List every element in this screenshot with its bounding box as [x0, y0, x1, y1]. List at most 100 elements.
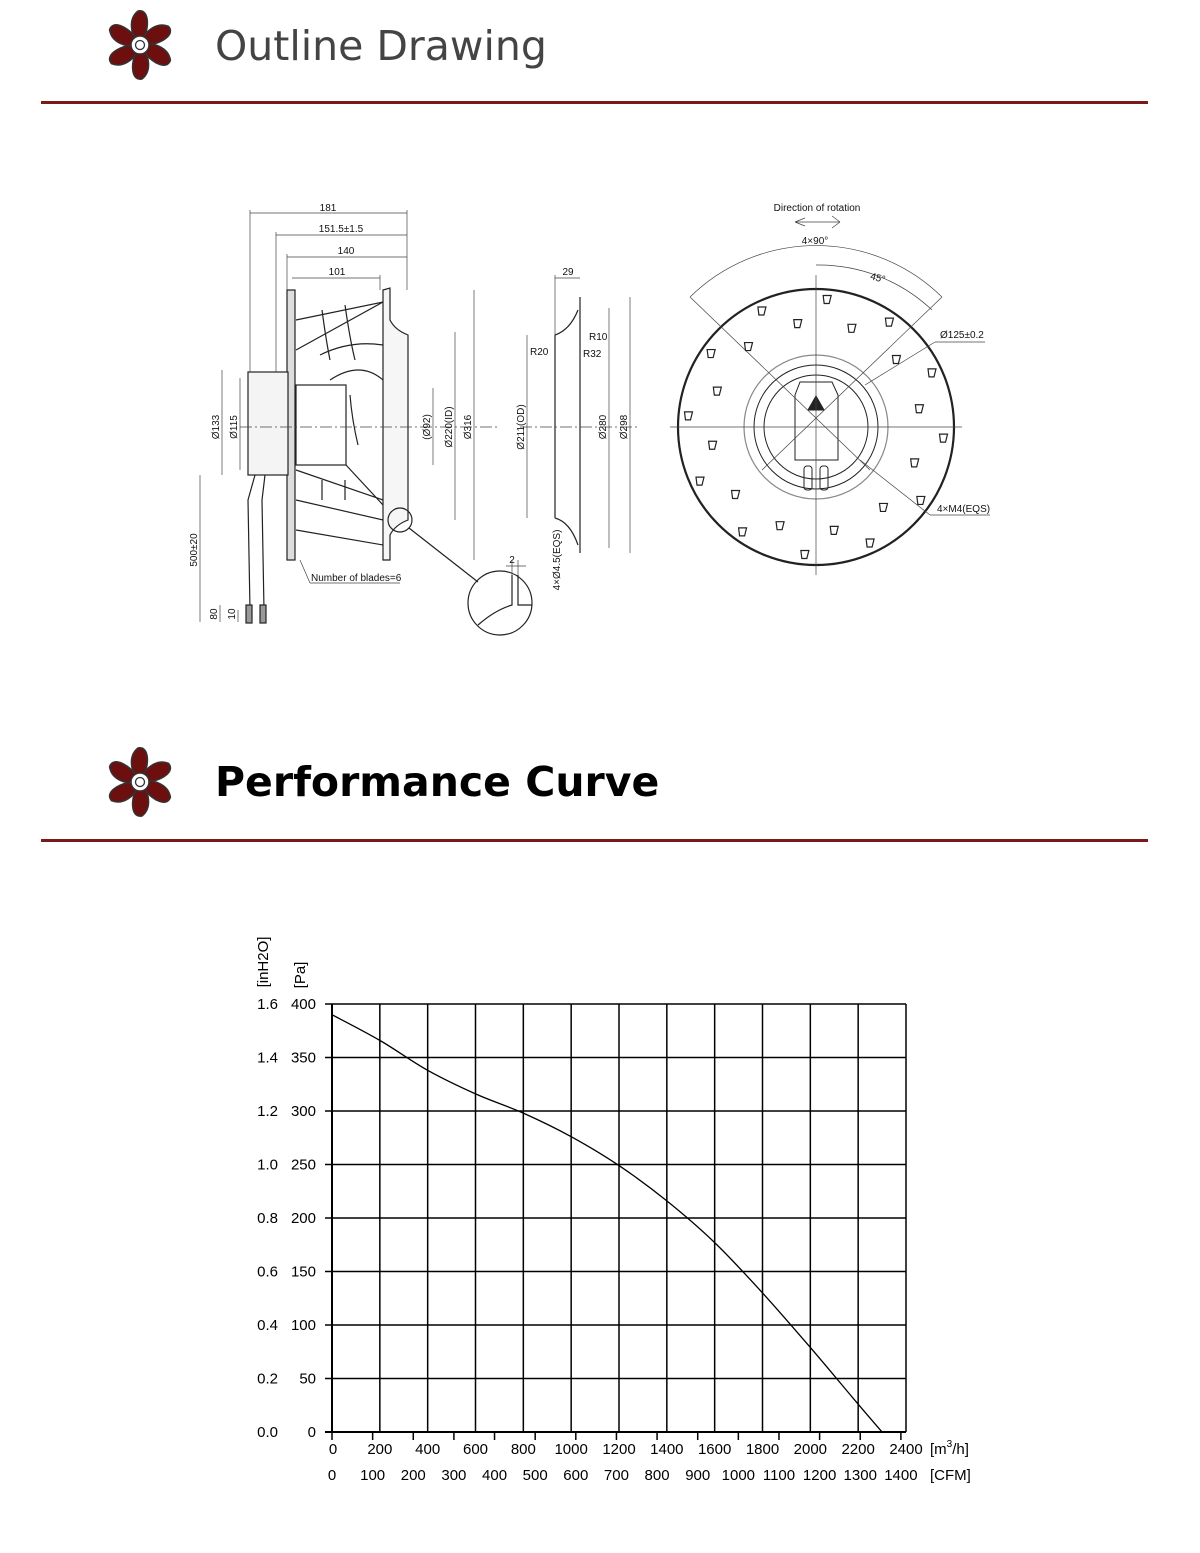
x2-tick-label: 700: [604, 1467, 629, 1484]
dim-2: 2: [509, 555, 515, 566]
vent-hole-mark: [865, 538, 875, 548]
y-tick-label: 0: [308, 1424, 316, 1441]
rotation-direction-label: Direction of rotation: [774, 203, 861, 214]
x-tick-label: 2000: [794, 1441, 827, 1458]
x-tick-label: 0: [329, 1441, 337, 1458]
mounting-holes-label: 4×Ø4.5(EQS): [552, 530, 563, 591]
dim-220: Ø220(ID): [444, 406, 455, 447]
x2-unit-label: [CFM]: [930, 1467, 971, 1484]
dim-298: Ø298: [619, 414, 630, 439]
performance-curve: [331, 1014, 883, 1433]
vent-hole-mark: [916, 495, 926, 506]
chart-ticks: 0 200 400 600 800 1000 1200 1400 1600 1800 2000 220…: [257, 996, 923, 1484]
y2-tick-label: 0.4: [257, 1317, 278, 1334]
y-tick-label: 150: [291, 1264, 316, 1281]
dim-115: Ø115: [229, 415, 240, 439]
y-tick-label: 400: [291, 996, 316, 1013]
blade-count-label: Number of blades=6: [311, 573, 402, 584]
y-tick-label: 100: [291, 1317, 316, 1334]
x2-tick-label: 0: [328, 1467, 336, 1484]
dim-125: Ø125±0.2: [940, 330, 984, 341]
dim-140: 140: [338, 246, 355, 257]
vent-hole-mark: [706, 348, 716, 359]
dim-181: 181: [320, 203, 337, 214]
y-tick-label: 200: [291, 1210, 316, 1227]
y2-unit-label: [inH2O]: [255, 937, 272, 988]
radius-r10: R10: [589, 332, 608, 343]
vent-hole-mark: [683, 411, 694, 421]
x2-tick-label: 300: [441, 1467, 466, 1484]
y-unit-label: [Pa]: [292, 962, 309, 989]
x-tick-label: 400: [415, 1441, 440, 1458]
y2-tick-label: 1.4: [257, 1050, 278, 1067]
vent-hole-mark: [938, 433, 949, 443]
vent-hole-mark: [909, 458, 920, 468]
vent-hole-mark: [695, 476, 705, 486]
vent-hole-mark: [757, 306, 767, 316]
x2-tick-label: 1100: [763, 1467, 795, 1484]
section-title-performance: Performance Curve: [215, 758, 660, 806]
screws-label: 4×M4(EQS): [937, 504, 990, 515]
x2-tick-label: 200: [401, 1467, 426, 1484]
dim-211: Ø211(OD): [516, 404, 527, 449]
y-tick-label: 300: [291, 1103, 316, 1120]
outline-drawing: 181 151.5±1.5 140 101 Ø133 Ø115 (Ø92) Ø2…: [189, 203, 990, 636]
vent-hole-mark: [800, 549, 810, 560]
x-tick-label: 2400: [889, 1441, 922, 1458]
x2-tick-label: 1200: [803, 1467, 836, 1484]
section-divider: [41, 839, 1148, 842]
fan-blade-icon: [105, 747, 175, 817]
x-unit-label: [m3/h]: [930, 1439, 969, 1458]
y2-tick-label: 1.6: [257, 996, 278, 1013]
x-tick-label: 600: [463, 1441, 488, 1458]
vent-hole-mark: [730, 489, 741, 500]
radius-r20: R20: [530, 347, 549, 358]
vent-hole-mark: [878, 502, 889, 513]
section-title-outline: Outline Drawing: [215, 22, 547, 70]
x2-tick-label: 1400: [884, 1467, 917, 1484]
x-tick-label: 1200: [602, 1441, 635, 1458]
x2-tick-label: 400: [482, 1467, 507, 1484]
y-tick-label: 250: [291, 1157, 316, 1174]
vent-hole-mark: [927, 368, 937, 378]
y2-tick-label: 0.2: [257, 1371, 278, 1388]
dim-29: 29: [562, 267, 574, 278]
vent-hole-mark: [737, 527, 748, 537]
radius-r32: R32: [583, 349, 602, 360]
vent-hole-mark: [793, 318, 803, 329]
drawing-labels: 181 151.5±1.5 140 101 Ø133 Ø115 (Ø92) Ø2…: [189, 203, 990, 620]
dim-92: (Ø92): [422, 414, 433, 440]
dim-10: 10: [227, 608, 238, 620]
angle-4x90: 4×90°: [802, 236, 829, 247]
x2-tick-label: 1300: [844, 1467, 877, 1484]
x2-tick-label: 900: [685, 1467, 710, 1484]
dim-280: Ø280: [598, 414, 609, 439]
fan-blade-icon: [108, 10, 172, 80]
vent-hole-mark: [707, 440, 718, 450]
x-tick-label: 200: [367, 1441, 392, 1458]
y-tick-label: 350: [291, 1050, 316, 1067]
y-tick-label: 50: [299, 1371, 316, 1388]
vent-hole-mark: [743, 341, 754, 352]
chart-grid: [325, 1003, 907, 1433]
y2-tick-label: 0.0: [257, 1424, 278, 1441]
x-tick-label: 1600: [698, 1441, 731, 1458]
front-view: [670, 215, 990, 575]
y2-tick-label: 1.0: [257, 1157, 278, 1174]
x2-tick-label: 600: [563, 1467, 588, 1484]
dim-101: 101: [329, 267, 346, 278]
ring-section-view: [520, 275, 640, 553]
dim-151: 151.5±1.5: [319, 224, 364, 235]
section-divider: [41, 101, 1148, 104]
y2-tick-label: 0.8: [257, 1210, 278, 1227]
x2-tick-label: 1000: [722, 1467, 755, 1484]
y2-tick-label: 0.6: [257, 1264, 278, 1281]
dim-316: Ø316: [463, 414, 474, 439]
side-view: [245, 287, 533, 636]
vent-hole-mark: [914, 404, 925, 414]
x2-tick-label: 100: [360, 1467, 385, 1484]
performance-chart: 0 200 400 600 800 1000 1200 1400 1600 1800 2000 220…: [255, 937, 971, 1484]
x-tick-label: 2200: [841, 1441, 874, 1458]
dim-80: 80: [209, 608, 220, 620]
y2-tick-label: 1.2: [257, 1103, 278, 1120]
